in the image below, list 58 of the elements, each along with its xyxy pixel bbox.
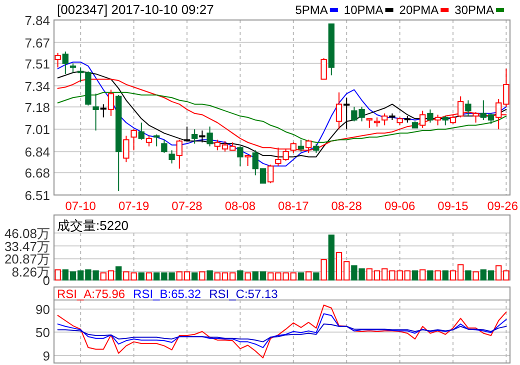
bar [320, 259, 327, 280]
text: RSI_C:57.13 [209, 287, 278, 301]
y-tick-label: 46.08万 [4, 226, 50, 241]
legend-label: 30PMA [454, 3, 494, 17]
chart-title: 成交量:5220 [57, 218, 129, 233]
series-label: RSI_A:75.96 [57, 287, 126, 301]
bar [206, 270, 213, 280]
y-tick-label: 9 [42, 348, 50, 364]
text: RSI_B:65.32 [133, 287, 202, 301]
y-tick-label: 7.84 [24, 13, 50, 28]
y-tick-label: 90 [36, 302, 50, 318]
bar [427, 270, 434, 280]
y-tick-label: 20.87万 [4, 252, 50, 267]
bar [434, 270, 441, 280]
bar [465, 270, 472, 280]
bar [54, 269, 61, 280]
legend-label: 20PMA [399, 3, 439, 17]
bar [420, 269, 426, 280]
x-tick-label: 07-28 [172, 199, 203, 213]
bar [412, 270, 418, 280]
y-tick-label: 7.01 [24, 122, 50, 138]
x-tick-label: 07-19 [118, 199, 150, 213]
y-tick-label: 33.47万 [4, 238, 50, 254]
candlestick [434, 114, 441, 126]
y-tick-label: 6.51 [24, 188, 50, 203]
bar [138, 272, 144, 280]
legend-label: 5PMA [295, 3, 328, 17]
bar [442, 270, 448, 280]
x-tick-label: 08-08 [224, 199, 256, 213]
y-tick-label: 50 [36, 325, 50, 340]
candlestick [206, 126, 213, 147]
bar [199, 271, 206, 280]
chart-title: [002347] 2017-10-10 09:27 [57, 2, 214, 17]
candlestick [344, 97, 350, 130]
y-tick-label: 6.84 [24, 144, 50, 160]
bar [244, 272, 251, 280]
x-tick-label: 09-15 [438, 199, 469, 213]
x-tick-label: 07-10 [65, 199, 96, 213]
x-tick-label: 08-28 [331, 199, 362, 213]
bar [237, 270, 244, 280]
x-tick-label: 09-26 [487, 199, 518, 213]
x-tick-label: 09-06 [384, 199, 416, 213]
candlestick [92, 93, 99, 132]
bar [298, 272, 304, 280]
bar [328, 234, 334, 280]
y-tick-label: 7.34 [24, 78, 50, 94]
y-tick-label: 6.68 [24, 166, 50, 181]
bar [146, 272, 152, 280]
bar [313, 272, 320, 280]
y-tick-label: 7.67 [24, 35, 50, 50]
bar [116, 266, 122, 280]
y-tick-label: 7.51 [24, 56, 50, 72]
x-tick-label: 08-17 [278, 199, 310, 213]
bar [306, 271, 312, 280]
bar [472, 271, 479, 280]
bar [192, 272, 198, 280]
legend-label: 10PMA [344, 3, 384, 17]
y-tick-label: 7.18 [24, 100, 50, 115]
